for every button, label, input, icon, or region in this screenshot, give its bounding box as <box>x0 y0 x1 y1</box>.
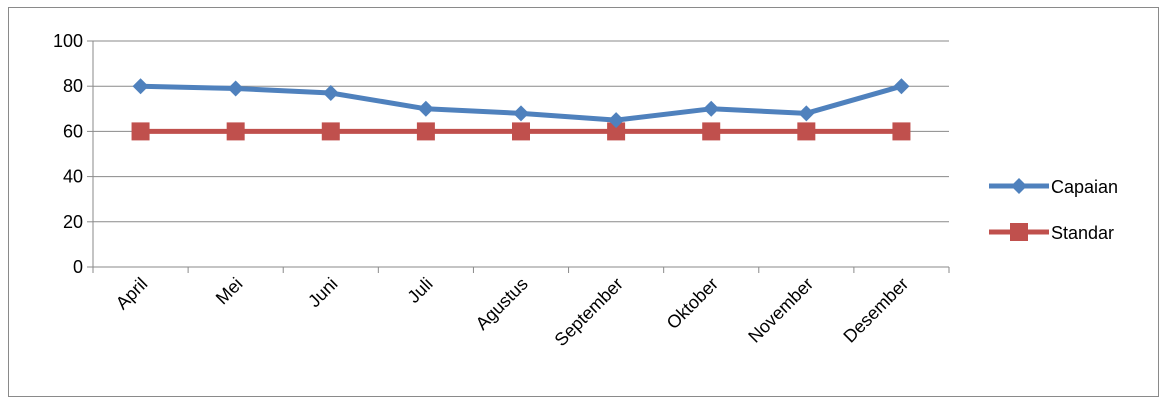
x-tick-label: Mei <box>212 274 247 309</box>
y-tick-labels: 0 20 40 60 80 100 <box>53 31 83 277</box>
data-point <box>798 105 815 122</box>
series-standar <box>131 122 911 141</box>
x-tick-label: Desember <box>839 274 912 347</box>
data-point <box>322 84 339 101</box>
legend-marker <box>1010 223 1028 241</box>
data-point <box>416 122 435 141</box>
data-point <box>703 100 720 117</box>
x-tick-labels: April Mei Juni Juli Agustus September Oktober N… <box>112 274 913 350</box>
data-point <box>893 78 910 95</box>
legend-label: Capaian <box>1051 177 1118 197</box>
legend-label: Standar <box>1051 223 1114 243</box>
y-tick-label: 0 <box>73 257 83 277</box>
axes <box>87 40 950 273</box>
legend-item-capaian: Capaian <box>989 177 1118 197</box>
line-chart: 0 20 40 60 80 100 April Mei Juni Juli Agustus Sept… <box>53 31 1118 350</box>
data-point <box>608 112 625 129</box>
data-point <box>892 122 911 141</box>
y-tick-label: 20 <box>63 212 83 232</box>
y-tick-label: 60 <box>63 121 83 141</box>
data-point <box>512 122 530 141</box>
data-point <box>131 122 150 141</box>
x-tick-label: Juli <box>403 274 436 307</box>
legend-item-standar: Standar <box>989 223 1114 243</box>
y-tick-label: 100 <box>53 31 83 51</box>
x-tick-label: November <box>744 274 817 347</box>
data-point <box>797 122 816 141</box>
chart-frame: 0 20 40 60 80 100 April Mei Juni Juli Agustus Sept… <box>8 7 1159 397</box>
data-point <box>607 122 626 141</box>
data-point <box>513 105 529 122</box>
x-tick-label: April <box>112 274 152 314</box>
x-tick-label: Agustus <box>472 274 532 334</box>
y-tick-label: 40 <box>63 167 83 187</box>
legend-marker <box>1011 178 1027 194</box>
data-point <box>417 100 434 117</box>
y-tick-label: 80 <box>63 76 83 96</box>
data-point <box>321 122 340 141</box>
x-tick-label: September <box>551 274 627 350</box>
x-tick-label: Oktober <box>663 274 722 333</box>
data-point <box>132 78 149 95</box>
data-point <box>702 122 721 141</box>
series-capaian <box>132 78 910 129</box>
legend: Capaian Standar <box>989 177 1118 243</box>
data-point <box>226 122 245 141</box>
x-tick-label: Juni <box>304 274 341 311</box>
data-point <box>227 80 244 97</box>
series <box>131 78 911 141</box>
